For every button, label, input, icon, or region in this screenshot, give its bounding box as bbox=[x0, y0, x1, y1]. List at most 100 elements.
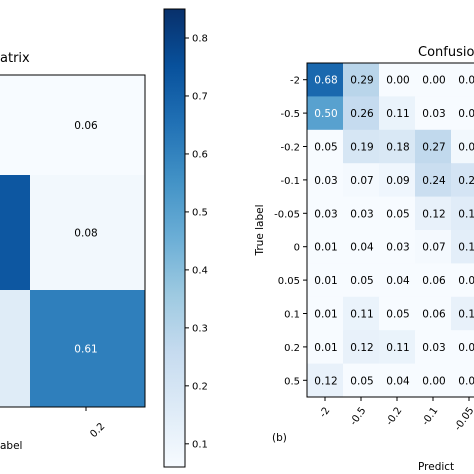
left-heatmap-panel: atrix 0.06 0.08 0.61 0.2 abel bbox=[0, 51, 146, 452]
matrix-cell bbox=[343, 63, 380, 97]
matrix-cell-value: 0.01 bbox=[314, 275, 337, 287]
y-tick-label: -0.5 bbox=[280, 109, 300, 120]
matrix-cell-value: 0.00 bbox=[458, 108, 474, 120]
matrix-cell-value: 0.11 bbox=[350, 309, 373, 321]
x-tick-label: -0.2 bbox=[384, 405, 404, 427]
colorbar-tick-label: 0.2 bbox=[192, 381, 208, 392]
y-tick-label: -0.1 bbox=[280, 176, 300, 187]
matrix-cell bbox=[379, 63, 416, 97]
matrix-cell-value: 0.00 bbox=[422, 375, 445, 387]
colorbar-tick-label: 0.1 bbox=[192, 439, 208, 450]
matrix-cell-value: 0.24 bbox=[422, 175, 446, 187]
matrix-cell-value: 0.04 bbox=[386, 375, 410, 387]
left-cell-value: 0.06 bbox=[74, 120, 98, 132]
matrix-cell bbox=[307, 230, 344, 264]
matrix-cell bbox=[379, 330, 416, 365]
colorbar-tick-label: 0.5 bbox=[192, 207, 208, 218]
confusion-matrix-panel: Confusio 0.680.290.000.000.000.500.260.1… bbox=[254, 45, 474, 473]
matrix-cell bbox=[379, 96, 416, 131]
matrix-cell bbox=[343, 196, 380, 231]
matrix-cell bbox=[379, 296, 416, 331]
matrix-cell-value: 0.05 bbox=[386, 208, 409, 220]
matrix-cell bbox=[343, 296, 380, 331]
matrix-cell-value: 0.19 bbox=[350, 142, 373, 154]
matrix-cell bbox=[307, 363, 344, 398]
matrix-cell-value: 0.12 bbox=[458, 309, 474, 321]
y-tick-label: -0.2 bbox=[280, 143, 300, 154]
matrix-cell bbox=[379, 163, 416, 198]
matrix-cell-value: 0.01 bbox=[314, 309, 337, 321]
matrix-cell-value: 0.05 bbox=[314, 142, 337, 154]
matrix-cell-value: 0.09 bbox=[386, 175, 409, 187]
y-tick-label: 0.5 bbox=[284, 376, 300, 387]
left-heatmap-cell bbox=[0, 75, 30, 175]
y-tick-label: 0.05 bbox=[278, 276, 300, 287]
matrix-cell bbox=[415, 163, 452, 198]
matrix-cell-value: 0.20 bbox=[458, 175, 474, 187]
matrix-cell-value: 0.00 bbox=[458, 375, 474, 387]
matrix-cell bbox=[451, 163, 474, 198]
matrix-cell bbox=[415, 230, 452, 264]
matrix-cell bbox=[379, 363, 416, 398]
matrix-cell-value: 0.00 bbox=[422, 75, 445, 87]
x-tick-label: -0.5 bbox=[348, 405, 368, 427]
matrix-cell bbox=[451, 129, 474, 164]
matrix-cell-value: 0.07 bbox=[350, 175, 373, 187]
matrix-cell bbox=[451, 330, 474, 365]
matrix-cell bbox=[307, 330, 344, 365]
matrix-cell-value: 0.05 bbox=[386, 309, 409, 321]
matrix-cell bbox=[307, 129, 344, 164]
matrix-cell bbox=[343, 330, 380, 365]
matrix-cell bbox=[343, 96, 380, 131]
y-tick-label: -2 bbox=[290, 76, 300, 87]
x-axis-label: Predict bbox=[418, 461, 454, 473]
matrix-cell bbox=[343, 363, 380, 398]
matrix-cell bbox=[415, 330, 452, 365]
x-tick-label: -0.05 bbox=[453, 405, 474, 433]
matrix-cell bbox=[343, 230, 380, 264]
matrix-cell-value: 0.06 bbox=[458, 275, 474, 287]
panel-label: (b) bbox=[272, 432, 287, 444]
matrix-cell bbox=[307, 196, 344, 231]
y-axis-label: True label bbox=[254, 204, 266, 256]
matrix-cell bbox=[343, 129, 380, 164]
matrix-cell-value: 0.00 bbox=[386, 75, 409, 87]
matrix-cell-value: 0.29 bbox=[350, 75, 373, 87]
right-chart-title: Confusio bbox=[418, 45, 474, 60]
matrix-cell bbox=[307, 96, 344, 131]
matrix-cell-value: 0.11 bbox=[386, 108, 409, 120]
left-x-tick-label: 0.2 bbox=[88, 421, 107, 440]
left-heatmap-cell bbox=[0, 290, 30, 407]
matrix-cell-value: 0.04 bbox=[386, 275, 410, 287]
matrix-cell bbox=[307, 163, 344, 198]
colorbar-tick-label: 0.4 bbox=[192, 265, 208, 276]
matrix-cell bbox=[307, 263, 344, 298]
matrix-cell-value: 0.03 bbox=[314, 175, 337, 187]
matrix-cell-value: 0.06 bbox=[422, 309, 446, 321]
matrix-cell bbox=[379, 129, 416, 164]
matrix-cell-value: 0.12 bbox=[422, 208, 445, 220]
matrix-cell bbox=[307, 296, 344, 331]
x-tick-label: -0.1 bbox=[420, 405, 440, 427]
y-tick-label: 0.2 bbox=[284, 343, 300, 354]
matrix-cell bbox=[451, 230, 474, 264]
matrix-cell-value: 0.50 bbox=[314, 108, 337, 120]
matrix-cell-value: 0.03 bbox=[386, 242, 409, 254]
matrix-cell bbox=[415, 263, 452, 298]
matrix-cell bbox=[451, 96, 474, 131]
matrix-cell-value: 0.00 bbox=[458, 342, 474, 354]
left-chart-title: atrix bbox=[0, 51, 30, 66]
colorbar-gradient bbox=[163, 8, 186, 468]
matrix-cell bbox=[307, 63, 344, 97]
matrix-cell-value: 0.11 bbox=[386, 342, 409, 354]
left-heatmap-cell bbox=[30, 175, 145, 290]
matrix-cell bbox=[451, 263, 474, 298]
matrix-cell bbox=[415, 296, 452, 331]
matrix-cell-value: 0.27 bbox=[422, 142, 445, 154]
matrix-cell-value: 0.12 bbox=[314, 375, 337, 387]
left-plot-frame bbox=[0, 74, 146, 408]
left-cell-value: 0.61 bbox=[74, 344, 97, 356]
matrix-cell bbox=[451, 63, 474, 97]
left-cell-value: 0.08 bbox=[74, 228, 97, 240]
left-heatmap-cell bbox=[30, 75, 145, 175]
